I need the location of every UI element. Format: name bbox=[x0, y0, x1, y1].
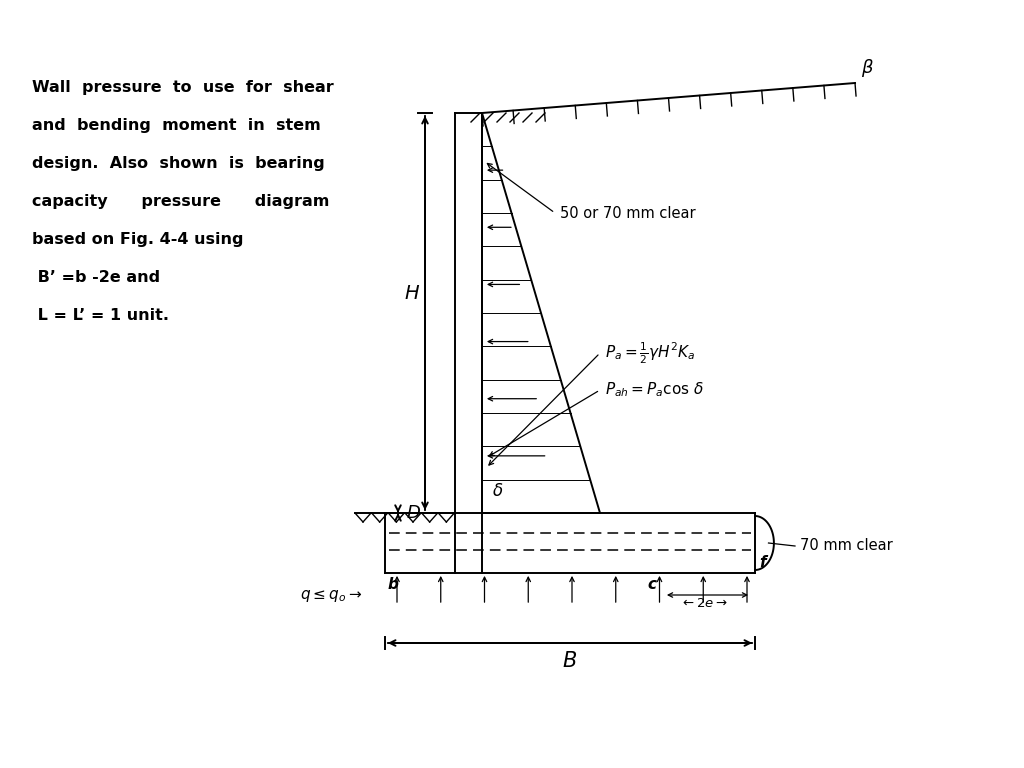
Text: $P_a = \frac{1}{2}\gamma H^2 K_a$: $P_a = \frac{1}{2}\gamma H^2 K_a$ bbox=[605, 340, 695, 366]
Text: $\delta$: $\delta$ bbox=[492, 482, 504, 500]
Text: $H$: $H$ bbox=[403, 284, 420, 303]
Text: capacity      pressure      diagram: capacity pressure diagram bbox=[32, 194, 330, 209]
Text: L = L’ = 1 unit.: L = L’ = 1 unit. bbox=[32, 308, 169, 323]
Text: $q \leq q_o \rightarrow$: $q \leq q_o \rightarrow$ bbox=[300, 588, 362, 604]
Text: $\leftarrow 2e \rightarrow$: $\leftarrow 2e \rightarrow$ bbox=[680, 597, 727, 610]
Text: $P_{ah} = P_a \cos\,\delta$: $P_{ah} = P_a \cos\,\delta$ bbox=[605, 381, 705, 399]
Text: B’ =b -2e and: B’ =b -2e and bbox=[32, 270, 160, 285]
Text: design.  Also  shown  is  bearing: design. Also shown is bearing bbox=[32, 156, 325, 171]
Text: c: c bbox=[647, 577, 656, 592]
Text: and  bending  moment  in  stem: and bending moment in stem bbox=[32, 118, 321, 133]
Text: f: f bbox=[759, 555, 766, 570]
Text: b: b bbox=[388, 577, 399, 592]
Text: Wall  pressure  to  use  for  shear: Wall pressure to use for shear bbox=[32, 80, 334, 95]
Text: $\beta$: $\beta$ bbox=[861, 57, 873, 79]
Text: $D$: $D$ bbox=[406, 504, 421, 522]
Text: $B$: $B$ bbox=[562, 651, 578, 671]
Text: 50 or 70 mm clear: 50 or 70 mm clear bbox=[560, 206, 695, 220]
Text: 70 mm clear: 70 mm clear bbox=[800, 538, 893, 554]
Text: based on Fig. 4-4 using: based on Fig. 4-4 using bbox=[32, 232, 244, 247]
